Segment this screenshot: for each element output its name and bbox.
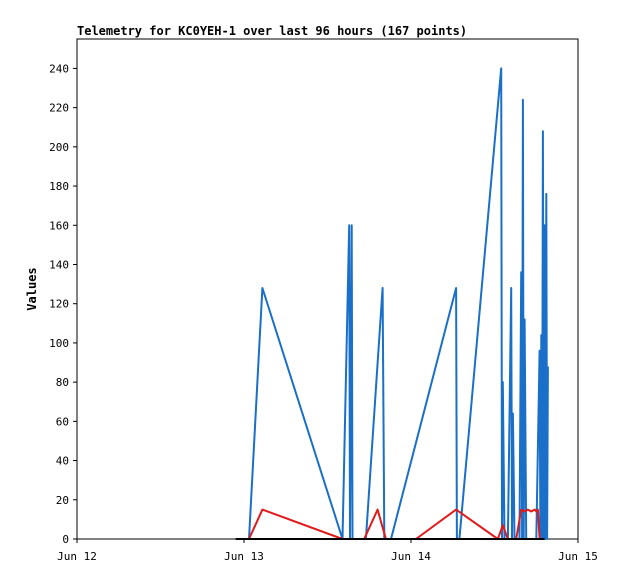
y-axis-label: Values (25, 267, 39, 310)
y-tick-label: 200 (49, 141, 69, 154)
series-layer (235, 67, 549, 540)
y-tick-label: 180 (49, 180, 69, 193)
y-tick-label: 140 (49, 258, 69, 271)
y-tick-label: 80 (56, 376, 69, 389)
x-tick-label: Jun 13 (224, 550, 264, 563)
x-tick-label: Jun 12 (57, 550, 97, 563)
y-axis: 0 20 40 60 80 100 120 140 160 180 200 220 240 (49, 62, 77, 546)
chart-title: Telemetry for KC0YEH-1 over last 96 hour… (77, 24, 467, 38)
x-tick-label: Jun 15 (558, 550, 598, 563)
y-tick-label: 0 (62, 533, 69, 546)
series-line-1 (248, 67, 549, 540)
y-tick-label: 100 (49, 337, 69, 350)
x-axis: Jun 12 Jun 13 Jun 14 Jun 15 (57, 539, 598, 563)
series-line-2 (248, 508, 542, 540)
y-tick-label: 120 (49, 298, 69, 311)
x-tick-label: Jun 14 (391, 550, 431, 563)
y-tick-label: 40 (56, 455, 69, 468)
y-tick-label: 20 (56, 494, 69, 507)
y-tick-label: 220 (49, 102, 69, 115)
y-tick-label: 60 (56, 415, 69, 428)
y-tick-label: 160 (49, 219, 69, 232)
y-tick-label: 240 (49, 62, 69, 75)
